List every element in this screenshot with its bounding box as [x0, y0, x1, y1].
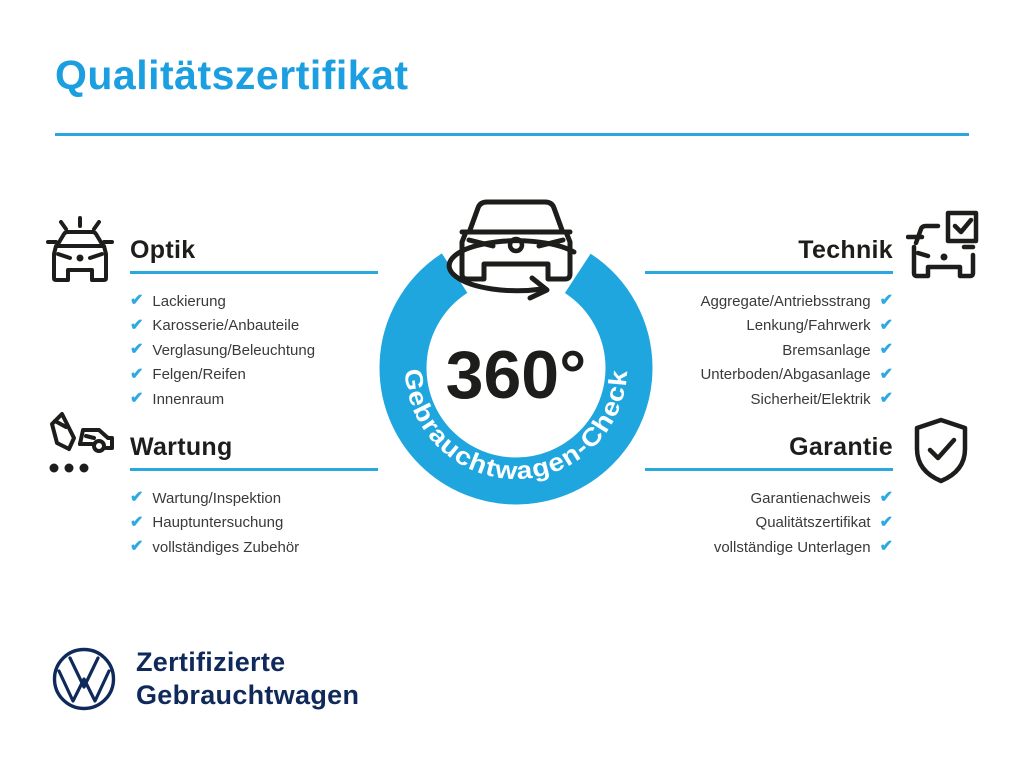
list-item: Lenkung/Fahrwerk ✔ — [645, 314, 893, 339]
check-icon: ✔ — [879, 292, 893, 310]
check-icon: ✔ — [130, 538, 144, 556]
item-label: Bremsanlage — [782, 341, 871, 359]
check-icon: ✔ — [879, 365, 893, 383]
360-check-emblem: Gebrauchtwagen-Check 360° — [379, 199, 653, 505]
list-item: ✔ Verglasung/Beleuchtung — [130, 338, 378, 363]
brand-text: Zertifizierte Gebrauchtwagen — [136, 646, 359, 712]
check-icon: ✔ — [130, 365, 144, 383]
list-item: ✔ Hauptuntersuchung — [130, 511, 378, 536]
vw-logo — [52, 647, 116, 711]
check-icon: ✔ — [879, 390, 893, 408]
section-technik: Technik Aggregate/Antriebsstrang ✔ Lenkun… — [645, 236, 893, 412]
pencil-car-icon — [49, 412, 114, 473]
brand-line2: Gebrauchtwagen — [136, 680, 360, 710]
list-item: Unterboden/Abgasanlage ✔ — [645, 363, 893, 388]
check-icon: ✔ — [130, 513, 144, 531]
car-shine-icon — [46, 216, 114, 282]
item-label: Garantienachweis — [750, 489, 871, 507]
item-label: Hauptuntersuchung — [152, 514, 284, 532]
section-wartung-title: Wartung — [130, 433, 233, 461]
check-icon: ✔ — [130, 292, 144, 310]
list-item: ✔ vollständiges Zubehör — [130, 535, 378, 560]
section-wartung: Wartung ✔ Wartung/Inspektion ✔ Hauptunters… — [130, 433, 378, 560]
item-label: Wartung/Inspektion — [152, 489, 282, 507]
check-icon: ✔ — [130, 390, 144, 408]
car-rotation-icon — [446, 199, 577, 301]
item-label: Karosserie/Anbauteile — [152, 317, 300, 335]
check-icon: ✔ — [130, 316, 144, 334]
item-label: Lenkung/Fahrwerk — [746, 317, 871, 335]
item-label: vollständiges Zubehör — [152, 538, 300, 556]
item-label: Unterboden/Abgasanlage — [700, 366, 871, 384]
list-item: Bremsanlage ✔ — [645, 338, 893, 363]
section-divider — [645, 271, 893, 274]
item-label: Felgen/Reifen — [152, 366, 246, 384]
ring — [379, 231, 653, 505]
item-label: Innenraum — [152, 390, 225, 408]
item-label: Lackierung — [152, 292, 226, 310]
item-label: vollständige Unterlagen — [713, 538, 871, 556]
check-icon: ✔ — [879, 341, 893, 359]
list-item: ✔ Lackierung — [130, 289, 378, 314]
title-divider — [55, 133, 969, 136]
check-icon: ✔ — [130, 489, 144, 507]
car-checkbox-icon — [906, 210, 979, 279]
item-label: Verglasung/Beleuchtung — [152, 341, 316, 359]
list-item: Sicherheit/Elektrik ✔ — [645, 387, 893, 412]
check-icon: ✔ — [879, 538, 893, 556]
list-item: ✔ Felgen/Reifen — [130, 363, 378, 388]
page-title: Qualitätszertifikat — [55, 52, 409, 98]
section-divider — [645, 468, 893, 471]
section-divider — [130, 271, 378, 274]
list-item: vollständige Unterlagen ✔ — [645, 535, 893, 560]
section-optik: Optik ✔ Lackierung ✔ Karosserie/Anbauteile… — [130, 236, 378, 412]
section-divider — [130, 468, 378, 471]
list-item: Qualitätszertifikat ✔ — [645, 511, 893, 536]
shield-check-icon — [914, 417, 968, 484]
list-item: ✔ Wartung/Inspektion — [130, 486, 378, 511]
list-item: ✔ Karosserie/Anbauteile — [130, 314, 378, 339]
section-optik-title: Optik — [130, 236, 196, 264]
item-label: Sicherheit/Elektrik — [750, 390, 871, 408]
list-item: ✔ Innenraum — [130, 387, 378, 412]
check-icon: ✔ — [879, 513, 893, 531]
degrees-label: 360° — [446, 337, 587, 413]
item-label: Qualitätszertifikat — [755, 514, 871, 532]
brand-line1: Zertifizierte — [136, 647, 286, 677]
check-icon: ✔ — [879, 489, 893, 507]
check-icon: ✔ — [879, 316, 893, 334]
list-item: Aggregate/Antriebsstrang ✔ — [645, 289, 893, 314]
item-label: Aggregate/Antriebsstrang — [700, 292, 871, 310]
list-item: Garantienachweis ✔ — [645, 486, 893, 511]
check-icon: ✔ — [130, 341, 144, 359]
section-garantie: Garantie Garantienachweis ✔ Qualitätszert… — [645, 433, 893, 560]
section-garantie-title: Garantie — [789, 433, 893, 461]
section-technik-title: Technik — [798, 236, 893, 264]
